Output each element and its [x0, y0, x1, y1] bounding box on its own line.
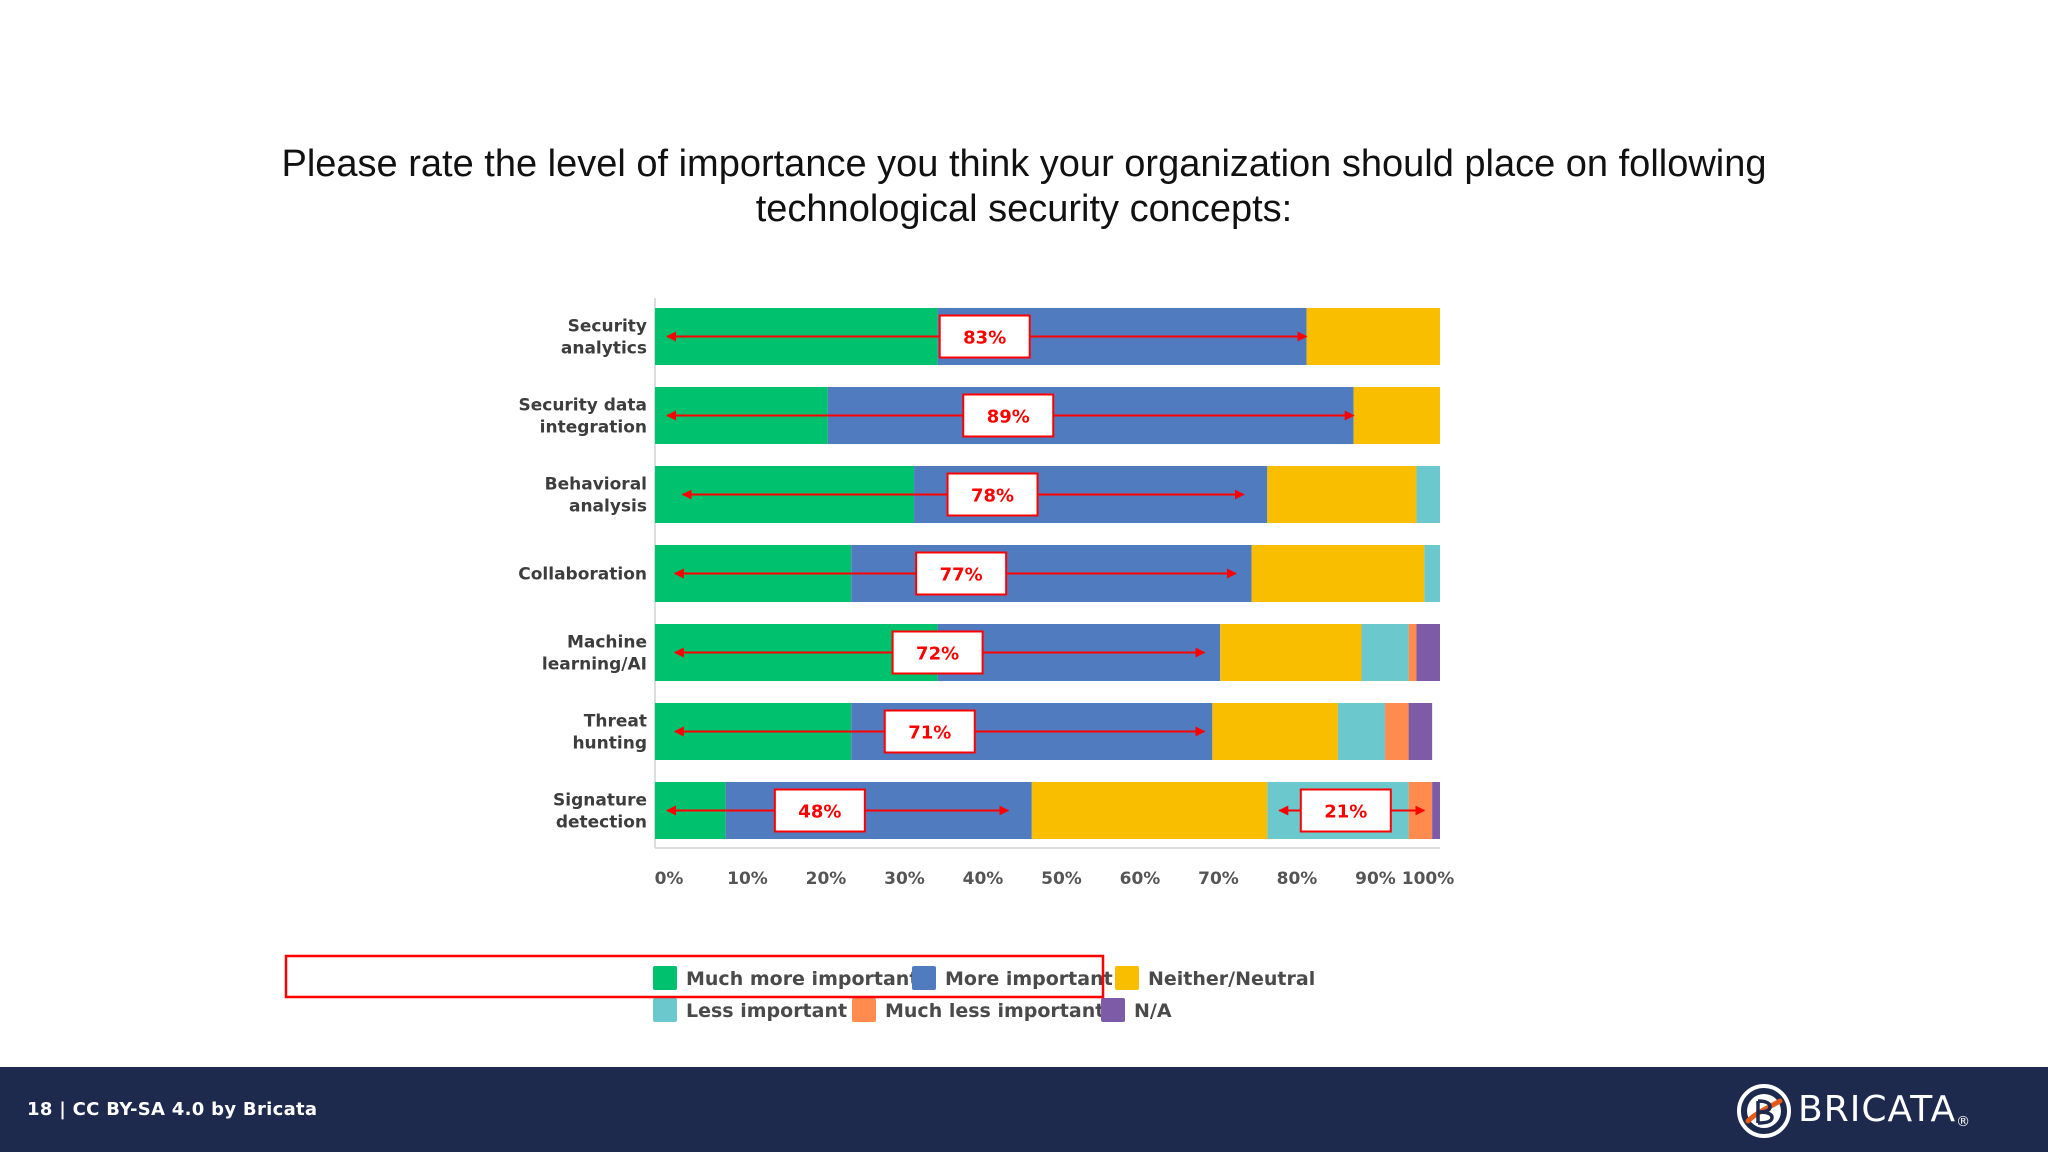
- category-label: Machine: [567, 633, 647, 653]
- legend-swatch: [653, 966, 677, 990]
- x-tick-label: 90%: [1355, 869, 1396, 889]
- category-label: learning/AI: [542, 655, 647, 675]
- category-label: detection: [556, 813, 647, 833]
- bar-segment: [1337, 703, 1386, 760]
- x-tick-label: 100%: [1402, 869, 1455, 889]
- title-line-1: Please rate the level of importance you …: [281, 143, 1767, 185]
- footer-bar: 18 | CC BY-SA 4.0 by Bricata BRICATA®: [0, 1067, 2048, 1152]
- annotation-label: 89%: [987, 407, 1030, 428]
- bar-segment: [1408, 624, 1417, 681]
- x-tick-label: 50%: [1041, 869, 1082, 889]
- annotation-box: [773, 788, 866, 833]
- x-tick-label: 10%: [727, 869, 768, 889]
- bar-segment: [1361, 624, 1409, 681]
- footer-credit: 18 | CC BY-SA 4.0 by Bricata: [27, 1099, 318, 1120]
- category-label: Signature: [553, 791, 647, 811]
- brand-text: BRICATA: [1798, 1089, 1957, 1130]
- stacked-bar-chart: 0% 10% 20% 30% 40% 50% 60% 70% 80% 90% 100% Securit…: [284, 298, 1455, 1022]
- annotation-label: 21%: [1324, 802, 1367, 823]
- bar-segment: [1432, 782, 1440, 839]
- annotation-box: [915, 551, 1008, 596]
- annotation-box: [962, 393, 1055, 438]
- legend-highlight-box: [284, 954, 1105, 999]
- bar-segment: [1353, 387, 1440, 444]
- bar-segment: [1251, 545, 1425, 602]
- x-tick-label: 70%: [1198, 869, 1239, 889]
- category-label: integration: [540, 418, 647, 438]
- annotation-box: [1299, 788, 1392, 833]
- bar-segment: [1408, 703, 1433, 760]
- legend-swatch: [912, 966, 936, 990]
- category-label: Collaboration: [518, 565, 647, 585]
- x-tick-label: 0%: [655, 869, 684, 889]
- legend-label: Much more important: [686, 968, 918, 990]
- brand-name: BRICATA®: [1798, 1089, 1971, 1130]
- legend-label: Less important: [686, 1000, 847, 1022]
- x-tick-label: 30%: [884, 869, 925, 889]
- annotation-box: [946, 472, 1039, 517]
- annotation-label: 72%: [916, 644, 959, 665]
- annotation-label: 83%: [963, 328, 1006, 349]
- category-label: Threat: [584, 712, 647, 732]
- x-tick-label: 20%: [806, 869, 847, 889]
- brand-logo: BRICATA®: [1736, 1084, 2016, 1138]
- legend-swatch: [1101, 998, 1125, 1022]
- category-label: analytics: [561, 339, 647, 359]
- legend-label: More important: [945, 968, 1113, 990]
- bricata-logo-icon: [1737, 1084, 1791, 1138]
- x-tick-label: 80%: [1277, 869, 1318, 889]
- x-tick-label: 40%: [963, 869, 1004, 889]
- category-label: Security data: [518, 396, 647, 416]
- annotation-label: 71%: [908, 723, 951, 744]
- annotation-box: [883, 709, 976, 754]
- category-label: hunting: [572, 734, 647, 754]
- brand-mark: ®: [1956, 1114, 1972, 1130]
- bar-segment: [1385, 703, 1409, 760]
- annotation-box: [938, 314, 1031, 359]
- x-tick-label: 60%: [1120, 869, 1161, 889]
- bar-segment: [1416, 466, 1440, 523]
- bar-segment: [1424, 545, 1440, 602]
- bar-segment: [1416, 624, 1440, 681]
- annotation-label: 48%: [798, 802, 841, 823]
- bar-segment: [1267, 466, 1417, 523]
- bar-segment: [1220, 624, 1362, 681]
- title-line-2: technological security concepts:: [755, 188, 1293, 230]
- annotation-label: 78%: [971, 486, 1014, 507]
- bar-segment: [1031, 782, 1268, 839]
- annotation-box: [891, 630, 984, 675]
- legend-label: N/A: [1134, 1000, 1172, 1022]
- legend-label: Neither/Neutral: [1148, 968, 1315, 990]
- legend-label: Much less important: [885, 1000, 1104, 1022]
- legend-swatch: [653, 998, 677, 1022]
- annotation-label: 77%: [940, 565, 983, 586]
- bar-segment: [1306, 308, 1440, 365]
- legend-swatch: [1115, 966, 1139, 990]
- category-label: Behavioral: [545, 475, 647, 495]
- slide-title: Please rate the level of importance you …: [200, 142, 1848, 232]
- bar-segment: [1212, 703, 1338, 760]
- category-label: Security: [568, 317, 647, 337]
- category-label: analysis: [569, 497, 647, 517]
- legend-swatch: [852, 998, 876, 1022]
